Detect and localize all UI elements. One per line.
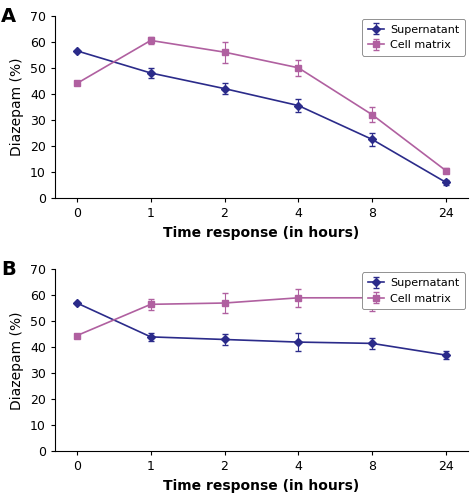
Y-axis label: Diazepam (%): Diazepam (%): [10, 58, 24, 156]
Legend: Supernatant, Cell matrix: Supernatant, Cell matrix: [362, 272, 465, 309]
Text: B: B: [1, 260, 16, 279]
Text: A: A: [1, 6, 16, 26]
Legend: Supernatant, Cell matrix: Supernatant, Cell matrix: [362, 19, 465, 56]
X-axis label: Time response (in hours): Time response (in hours): [163, 226, 360, 239]
X-axis label: Time response (in hours): Time response (in hours): [163, 479, 360, 493]
Y-axis label: Diazepam (%): Diazepam (%): [10, 311, 24, 410]
